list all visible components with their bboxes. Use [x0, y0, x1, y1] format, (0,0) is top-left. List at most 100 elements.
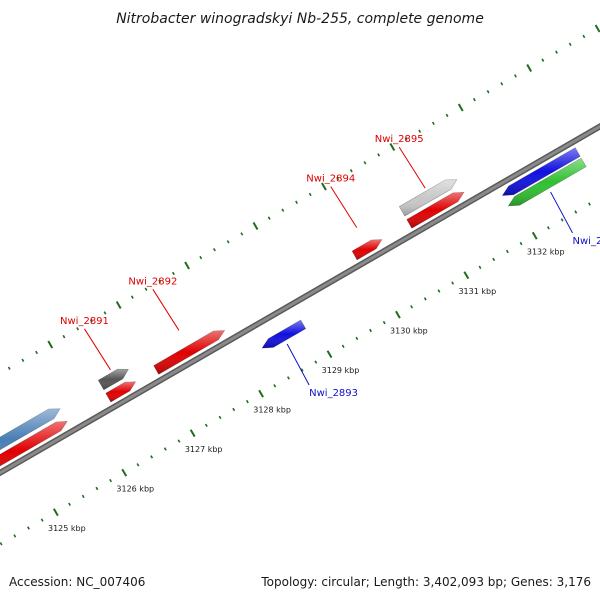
- inner-tick-minor: [519, 241, 523, 246]
- inner-tick-ring: [0, 202, 591, 546]
- inner-tick-minor: [560, 218, 564, 222]
- outer-tick-minor: [295, 200, 298, 205]
- gene-nwi-2893: [261, 319, 307, 349]
- inner-tick-minor: [27, 526, 30, 530]
- gene-nwi-2893-shading: [262, 320, 306, 349]
- backbone-line: [0, 124, 600, 475]
- outer-tick-major: [47, 340, 54, 349]
- outer-tick-minor: [500, 82, 504, 86]
- inner-tick-minor: [451, 281, 455, 285]
- inner-tick-minor: [478, 265, 482, 269]
- scale-label: 3125 kbp: [48, 524, 86, 533]
- gene-label-leader: [398, 146, 426, 189]
- outer-tick-major: [252, 222, 259, 230]
- inner-tick-minor: [300, 368, 304, 372]
- gene-nwi-2895-shading: [406, 192, 464, 229]
- gene-labels: Nwi_2891 Nwi_2892 Nwi_2893 Nwi_2894 Nwi_2895…: [60, 134, 600, 399]
- outer-tick-major: [184, 261, 190, 270]
- inner-tick-minor: [68, 502, 71, 506]
- inner-tick-minor: [273, 384, 277, 388]
- inner-tick-minor: [109, 478, 113, 483]
- inner-tick-minor: [204, 423, 208, 427]
- gene-nwi-2891-gray: [97, 368, 129, 391]
- gene-label: Nwi_2896: [573, 236, 600, 247]
- gene-label-leader: [330, 186, 358, 228]
- inner-tick-minor: [314, 360, 318, 364]
- gene-label: Nwi_2894: [306, 174, 355, 185]
- outer-tick-major: [389, 143, 396, 151]
- outer-tick-minor: [472, 97, 476, 102]
- scale-label: 3131 kbp: [458, 287, 496, 296]
- outer-tick-major: [115, 301, 122, 309]
- inner-tick-minor: [163, 447, 167, 451]
- outer-tick-minor: [555, 50, 558, 54]
- scale-label: 3126 kbp: [116, 485, 154, 494]
- outer-tick-minor: [62, 334, 66, 339]
- gene-nwi-2895-gray-shading: [399, 179, 457, 216]
- outer-tick-minor: [213, 248, 216, 252]
- outer-tick-minor: [308, 192, 312, 197]
- inner-tick-minor: [40, 518, 44, 522]
- outer-tick-minor: [486, 90, 490, 94]
- outer-tick-minor: [418, 129, 422, 133]
- outer-tick-minor: [363, 161, 367, 165]
- outer-tick-minor: [76, 327, 80, 331]
- outer-tick-ring: [7, 24, 600, 370]
- outer-tick-major: [457, 103, 464, 112]
- gene-nwi-2891-gray-shading: [98, 369, 129, 390]
- accession-text: Accession: NC_007406: [9, 575, 145, 589]
- gene-label: Nwi_2891: [60, 316, 109, 327]
- inner-tick-minor: [437, 289, 441, 293]
- outer-tick-minor: [130, 295, 134, 299]
- gene-nwi-2894-shading: [352, 239, 382, 260]
- scale-label: 3128 kbp: [253, 406, 291, 415]
- inner-tick-major: [189, 429, 196, 438]
- outer-tick-minor: [514, 74, 517, 78]
- blue-feature-3125: [0, 408, 61, 451]
- gene-nwi-2896-blue-shading: [502, 147, 581, 196]
- outer-tick-minor: [582, 34, 586, 39]
- inner-tick-minor: [0, 542, 3, 546]
- outer-tick-minor: [7, 366, 11, 370]
- outer-tick-minor: [144, 287, 148, 291]
- inner-tick-minor: [410, 305, 414, 309]
- outer-tick-minor: [158, 279, 162, 284]
- gene-label: Nwi_2892: [128, 276, 177, 287]
- inner-tick-minor: [505, 249, 509, 254]
- outer-tick-minor: [21, 358, 25, 363]
- inner-tick-major: [463, 271, 470, 280]
- red-feature-3125: [0, 420, 68, 467]
- inner-tick-minor: [81, 494, 85, 499]
- outer-tick-minor: [35, 350, 39, 355]
- inner-tick-minor: [245, 399, 249, 404]
- outer-tick-major: [594, 24, 600, 33]
- genome-summary-text: Topology: circular; Length: 3,402,093 bp…: [260, 575, 591, 589]
- inner-tick-major: [326, 350, 333, 359]
- outer-tick-minor: [281, 208, 285, 212]
- inner-tick-minor: [423, 297, 427, 301]
- outer-tick-minor: [568, 42, 572, 47]
- inner-tick-minor: [218, 415, 222, 420]
- inner-tick-minor: [546, 226, 550, 230]
- gene-nwi-2895: [406, 191, 465, 229]
- inner-tick-minor: [341, 344, 345, 348]
- map-title: Nitrobacter winogradskyi Nb-255, complet…: [116, 11, 484, 27]
- gene-label-leader: [152, 289, 180, 331]
- inner-tick-major: [258, 389, 264, 398]
- outer-tick-minor: [431, 121, 435, 126]
- outer-tick-minor: [377, 153, 381, 157]
- gene-nwi-2892: [153, 330, 226, 375]
- inner-tick-minor: [588, 202, 591, 206]
- gene-nwi-2891-shading: [105, 381, 136, 402]
- inner-tick-minor: [287, 376, 290, 380]
- red-feature-3125-shading: [0, 421, 68, 466]
- genome-track: 3125 kbp 3126 kbp 3127 kbp 3128 kbp 3129 kbp…: [0, 24, 600, 546]
- gene-nwi-2896-blue: [501, 147, 581, 196]
- outer-tick-minor: [404, 137, 408, 141]
- outer-tick-minor: [199, 255, 203, 260]
- gene-label: Nwi_2893: [309, 388, 358, 399]
- inner-tick-minor: [574, 210, 578, 214]
- scale-label: 3130 kbp: [390, 327, 428, 336]
- outer-tick-minor: [103, 311, 107, 315]
- gene-label: Nwi_2895: [375, 134, 424, 145]
